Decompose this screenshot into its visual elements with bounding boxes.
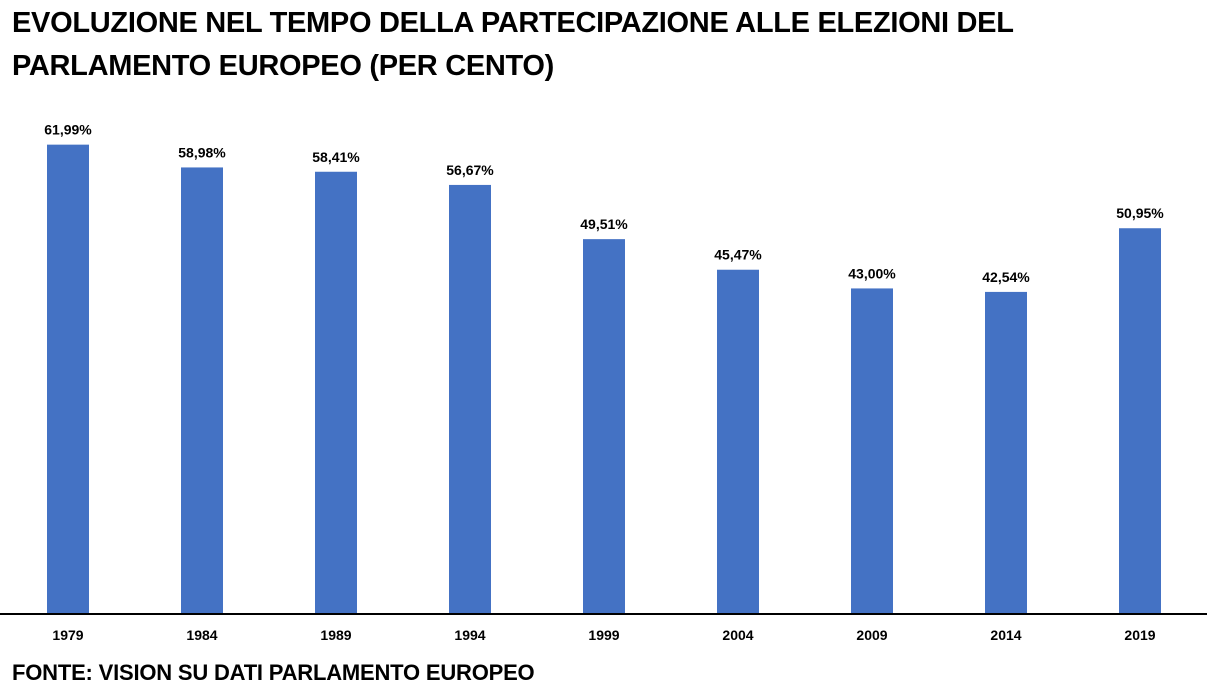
- x-tick-label-1994: 1994: [454, 627, 485, 643]
- data-label-1994: 56,67%: [446, 162, 494, 178]
- bar-1999: [583, 239, 625, 615]
- data-label-2014: 42,54%: [982, 269, 1030, 285]
- bar-1994: [449, 184, 491, 615]
- data-label-2004: 45,47%: [714, 247, 762, 263]
- bar-2009: [851, 288, 893, 614]
- data-label-1989: 58,41%: [312, 149, 360, 165]
- source-note: FONTE: VISION SU DATI PARLAMENTO EUROPEO: [12, 660, 535, 685]
- chart-title: EVOLUZIONE NEL TEMPO DELLA PARTECIPAZION…: [12, 2, 1202, 88]
- x-tick-label-1999: 1999: [588, 627, 619, 643]
- bar-1979: [47, 144, 89, 614]
- bar-2004: [717, 269, 759, 614]
- bar-1984: [181, 167, 223, 615]
- x-tick-label-1984: 1984: [186, 627, 217, 643]
- x-tick-label-2009: 2009: [856, 627, 887, 643]
- x-tick-label-1989: 1989: [320, 627, 351, 643]
- chart-title-line-2: PARLAMENTO EUROPEO (PER CENTO): [12, 50, 555, 82]
- x-tick-label-2004: 2004: [722, 627, 753, 643]
- x-tick-label-1979: 1979: [52, 627, 83, 643]
- x-tick-label-2019: 2019: [1124, 627, 1155, 643]
- data-label-1979: 61,99%: [44, 122, 92, 138]
- x-tick-label-2014: 2014: [990, 627, 1021, 643]
- bar-1989: [315, 171, 357, 614]
- data-label-2019: 50,95%: [1116, 205, 1164, 221]
- data-label-2009: 43,00%: [848, 265, 896, 281]
- bar-2019: [1119, 228, 1161, 614]
- chart-title-line-1: EVOLUZIONE NEL TEMPO DELLA PARTECIPAZION…: [12, 7, 1014, 39]
- data-label-1984: 58,98%: [178, 144, 226, 160]
- data-label-1999: 49,51%: [580, 216, 628, 232]
- bar-2014: [985, 291, 1027, 614]
